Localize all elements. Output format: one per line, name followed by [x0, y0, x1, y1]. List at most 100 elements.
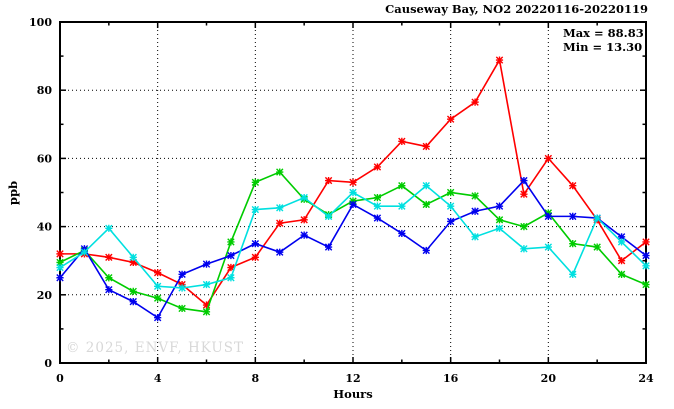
series-marker-red [324, 176, 333, 185]
series-marker-cyan [569, 270, 577, 279]
series-marker-cyan [593, 214, 601, 222]
series-marker-red [520, 190, 528, 198]
series-marker-red [544, 154, 553, 163]
series-marker-red [422, 142, 430, 151]
series-marker-cyan [495, 224, 504, 232]
y-tick-label: 20 [37, 289, 53, 302]
watermark-text: © 2025, ENVF, HKUST [66, 340, 245, 356]
series-marker-cyan [544, 243, 553, 251]
series-marker-blue [276, 248, 284, 256]
x-tick-label: 20 [541, 372, 557, 385]
series-marker-cyan [324, 212, 333, 221]
series-marker-blue [105, 285, 113, 294]
series-marker-cyan [642, 262, 650, 270]
series-marker-green [276, 168, 284, 176]
series-marker-blue [446, 217, 455, 226]
series-marker-red [202, 301, 211, 309]
series-marker-cyan [422, 181, 430, 190]
series-marker-green [495, 216, 504, 224]
series-marker-green [642, 280, 650, 289]
series-marker-blue [569, 212, 577, 221]
series-marker-blue [251, 239, 260, 248]
max-value-label: Max = 88.83 [563, 26, 644, 40]
series-marker-green [471, 192, 479, 200]
series-marker-cyan [276, 204, 284, 212]
series-marker-red [129, 258, 137, 267]
series-marker-green [593, 243, 601, 251]
series-marker-blue [178, 270, 186, 279]
x-tick-label: 12 [345, 372, 360, 385]
series-marker-cyan [398, 202, 406, 210]
series-marker-red [251, 253, 260, 261]
series-marker-cyan [105, 224, 113, 232]
series-marker-green [129, 287, 137, 296]
series-marker-green [105, 274, 113, 282]
series-marker-blue [56, 274, 64, 282]
series-marker-cyan [56, 263, 64, 272]
series-marker-blue [422, 246, 430, 255]
series-marker-red [276, 219, 284, 227]
x-tick-label: 16 [443, 372, 459, 385]
series-marker-green [153, 294, 162, 302]
series-marker-cyan [227, 274, 235, 282]
series-marker-red [642, 238, 650, 246]
series-marker-cyan [349, 188, 357, 197]
series-marker-green [251, 178, 260, 186]
series-marker-cyan [251, 205, 260, 214]
series-marker-red [300, 216, 308, 224]
chart-title: Causeway Bay, NO2 20220116-20220119 [385, 2, 648, 16]
y-tick-label: 60 [37, 152, 53, 165]
series-marker-green [617, 270, 626, 279]
series-marker-blue [129, 297, 137, 306]
series-marker-blue [642, 251, 650, 260]
x-tick-label: 24 [638, 372, 654, 385]
series-marker-blue [373, 214, 382, 222]
series-marker-cyan [129, 253, 137, 261]
series-marker-green [373, 193, 382, 202]
series-marker-green [227, 238, 235, 246]
x-tick-label: 0 [56, 372, 64, 385]
series-marker-blue [617, 233, 626, 241]
series-marker-green [422, 200, 430, 209]
series-marker-red [617, 257, 626, 265]
series-marker-cyan [80, 248, 89, 256]
series-marker-cyan [520, 245, 528, 253]
series-marker-cyan [153, 282, 162, 290]
series-marker-green [398, 181, 406, 190]
series-marker-red [349, 178, 357, 186]
series-marker-blue [153, 313, 162, 322]
series-marker-blue [520, 176, 528, 185]
series-marker-cyan [471, 233, 479, 241]
series-marker-blue [202, 260, 211, 268]
series-marker-blue [471, 207, 479, 215]
series-marker-red [373, 163, 382, 171]
series-marker-blue [398, 229, 406, 238]
series-marker-red [471, 98, 479, 106]
series-marker-blue [544, 212, 553, 221]
series-marker-green [56, 258, 64, 267]
series-marker-green [202, 308, 211, 316]
series-marker-cyan [617, 238, 626, 246]
series-marker-red [227, 263, 235, 272]
max-min-annotation: Max = 88.83 Min = 13.30 [563, 26, 644, 54]
y-axis-title: ppb [6, 180, 20, 206]
series-marker-green [446, 188, 455, 197]
x-axis-title: Hours [333, 387, 373, 401]
y-tick-label: 40 [37, 221, 53, 234]
series-marker-cyan [300, 193, 308, 202]
series-marker-green [520, 222, 528, 231]
x-tick-label: 8 [252, 372, 260, 385]
series-marker-blue [227, 251, 235, 260]
series-marker-red [446, 115, 455, 123]
y-tick-label: 80 [37, 84, 53, 97]
y-tick-label: 0 [44, 357, 52, 370]
series-marker-red [569, 181, 577, 190]
series-marker-blue [324, 243, 333, 251]
min-value-label: Min = 13.30 [563, 40, 643, 54]
series-marker-cyan [446, 202, 455, 210]
series-marker-red [398, 137, 406, 146]
series-marker-green [178, 304, 186, 313]
series-marker-blue [495, 202, 504, 210]
